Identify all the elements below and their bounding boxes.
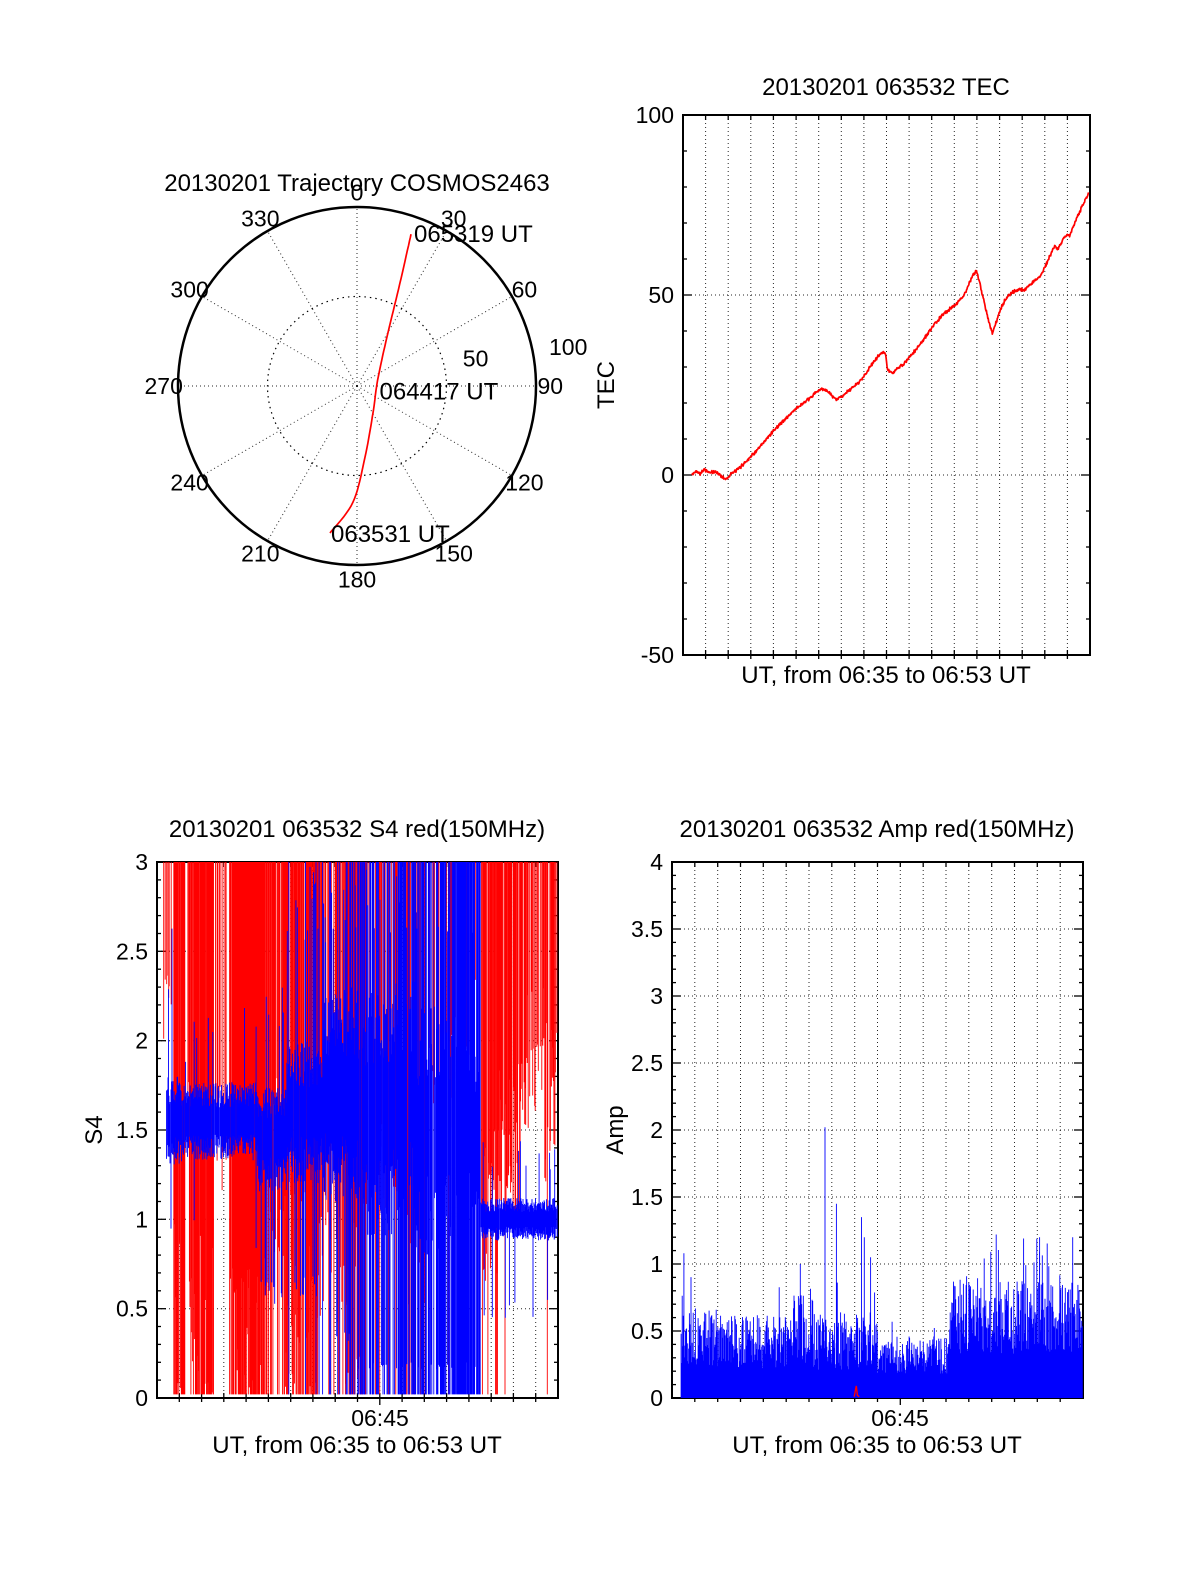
svg-text:0: 0 bbox=[135, 1385, 148, 1411]
svg-text:0: 0 bbox=[351, 180, 364, 206]
svg-text:150: 150 bbox=[435, 540, 473, 566]
svg-text:100: 100 bbox=[549, 334, 587, 360]
svg-text:1.5: 1.5 bbox=[116, 1117, 148, 1143]
s4-x-axis-label: UT, from 06:35 to 06:53 UT bbox=[212, 1432, 502, 1459]
svg-text:2: 2 bbox=[135, 1028, 148, 1054]
svg-text:30: 30 bbox=[441, 206, 467, 232]
trajectory-polar-plot: 0 30 60 90 120 150 180 210 240 270 300 330 50 100 0635… bbox=[145, 180, 588, 593]
svg-text:1: 1 bbox=[650, 1251, 663, 1277]
s4-xtick-0645: 06:45 bbox=[351, 1405, 409, 1431]
svg-text:4: 4 bbox=[650, 849, 663, 875]
svg-text:0.5: 0.5 bbox=[116, 1296, 148, 1322]
svg-text:0: 0 bbox=[650, 1385, 663, 1411]
svg-text:120: 120 bbox=[505, 470, 543, 496]
svg-text:50: 50 bbox=[463, 346, 489, 372]
svg-text:3: 3 bbox=[135, 849, 148, 875]
svg-text:210: 210 bbox=[241, 540, 279, 566]
svg-text:0: 0 bbox=[661, 462, 674, 488]
svg-text:2.5: 2.5 bbox=[631, 1050, 663, 1076]
svg-text:240: 240 bbox=[170, 470, 208, 496]
amp-xtick-0645: 06:45 bbox=[871, 1405, 929, 1431]
svg-text:-50: -50 bbox=[641, 642, 674, 668]
tec-title: 20130201 063532 TEC bbox=[762, 74, 1010, 101]
svg-text:0.5: 0.5 bbox=[631, 1318, 663, 1344]
amp-title: 20130201 063532 Amp red(150MHz) bbox=[679, 816, 1075, 843]
svg-text:1: 1 bbox=[135, 1206, 148, 1232]
svg-text:100: 100 bbox=[636, 102, 674, 128]
tec-line-plot: 100 50 0 -50 bbox=[636, 102, 1091, 668]
svg-text:3: 3 bbox=[650, 983, 663, 1009]
amp-x-axis-label: UT, from 06:35 to 06:53 UT bbox=[732, 1432, 1022, 1459]
svg-text:270: 270 bbox=[145, 373, 183, 399]
amp-signal-plot: 0 0.5 1 1.5 2 2.5 3 3.5 4 bbox=[631, 849, 1084, 1411]
svg-text:2: 2 bbox=[650, 1117, 663, 1143]
s4-title: 20130201 063532 S4 red(150MHz) bbox=[168, 816, 546, 843]
svg-text:180: 180 bbox=[338, 566, 376, 592]
svg-text:330: 330 bbox=[241, 206, 279, 232]
svg-text:2.5: 2.5 bbox=[116, 938, 148, 964]
svg-text:065319 UT: 065319 UT bbox=[414, 221, 533, 248]
svg-text:3.5: 3.5 bbox=[631, 916, 663, 942]
trajectory-title: 20130201 Trajectory COSMOS2463 bbox=[164, 170, 550, 197]
svg-text:300: 300 bbox=[170, 276, 208, 302]
s4-scintillation-plot: 0 0.5 1 1.5 2 2.5 3 bbox=[116, 849, 559, 1411]
tec-x-axis-label: UT, from 06:35 to 06:53 UT bbox=[741, 662, 1031, 689]
svg-text:063531 UT: 063531 UT bbox=[331, 521, 450, 548]
svg-text:90: 90 bbox=[538, 373, 564, 399]
tec-y-axis-label: TEC bbox=[593, 361, 620, 409]
svg-text:50: 50 bbox=[648, 282, 674, 308]
s4-y-axis-label: S4 bbox=[81, 1115, 108, 1145]
amp-y-axis-label: Amp bbox=[602, 1105, 629, 1155]
svg-text:1.5: 1.5 bbox=[631, 1184, 663, 1210]
svg-text:064417 UT: 064417 UT bbox=[380, 379, 499, 406]
svg-text:60: 60 bbox=[512, 276, 538, 302]
